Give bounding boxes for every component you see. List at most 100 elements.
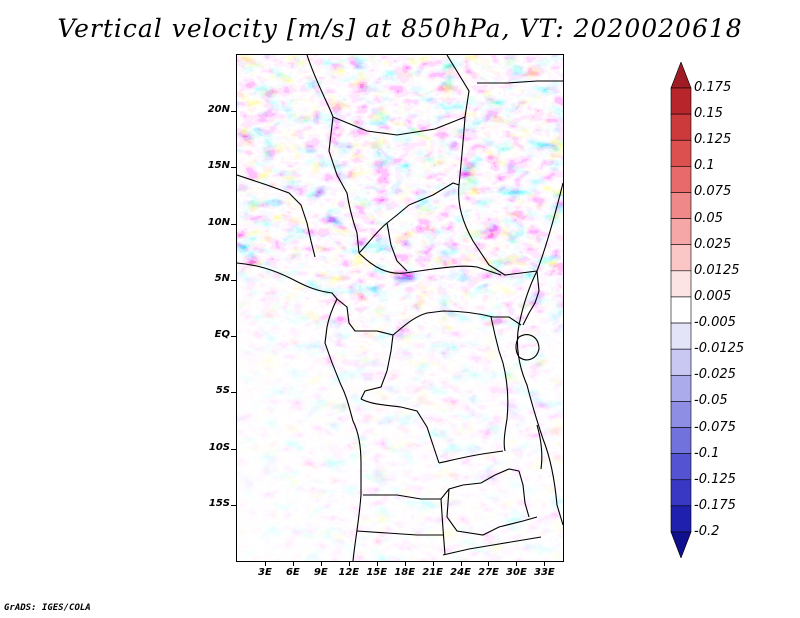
colorbar-box: [670, 479, 692, 507]
coastline-and-borders: [237, 55, 563, 561]
colorbar-label: 0.005: [694, 288, 732, 304]
colorbar-label: -0.1: [694, 445, 720, 461]
lat-tick-mark: [231, 167, 237, 169]
colorbar-box: [670, 505, 692, 533]
colorbar-label: -0.075: [694, 419, 736, 435]
colorbar-box: [670, 401, 692, 428]
colorbar-label: -0.175: [694, 497, 736, 513]
country-border: [462, 468, 520, 486]
country-border: [442, 536, 542, 556]
lat-tick-mark: [231, 279, 237, 281]
country-border: [306, 55, 470, 136]
country-border: [358, 252, 502, 276]
map-panel: [236, 54, 564, 562]
colorbar-box: [670, 348, 692, 376]
lat-tick-mark: [231, 504, 237, 506]
lon-tick-label: 12E: [338, 567, 360, 578]
lon-tick-mark: [320, 561, 322, 566]
country-border: [408, 182, 460, 206]
lat-tick-mark: [231, 392, 237, 394]
lat-tick-label: 10N: [207, 216, 230, 228]
lon-tick-label: 30E: [506, 567, 527, 578]
lon-tick-mark: [348, 561, 350, 566]
colorbar-label: 0.0125: [694, 262, 740, 278]
country-border: [440, 498, 446, 556]
map-title: Vertical velocity [m/s] at 850hPa, VT: 2…: [57, 14, 743, 43]
lon-tick-label: 21E: [422, 567, 443, 578]
country-border: [363, 484, 464, 500]
colorbar-box: [670, 296, 692, 324]
lon-tick-label: 9E: [313, 567, 328, 578]
lake-malawi: [536, 424, 543, 470]
lon-tick-label: 27E: [478, 567, 499, 578]
country-border: [446, 488, 538, 536]
colorbar: [670, 62, 692, 558]
country-border: [392, 310, 522, 336]
lon-tick-mark: [376, 561, 378, 566]
colorbar-label: 0.1: [694, 158, 715, 174]
lat-tick-label: 5S: [215, 385, 230, 397]
colorbar-label: -0.0125: [694, 341, 745, 357]
lon-tick-mark: [544, 561, 546, 566]
grads-credit: GrADS: IGES/COLA: [4, 603, 91, 613]
lat-tick-label: EQ: [214, 329, 230, 341]
lat-tick-mark: [231, 448, 237, 450]
country-border: [360, 398, 440, 464]
lon-tick-label: 3E: [258, 567, 272, 578]
colorbar-box: [670, 453, 692, 481]
colorbar-box: [670, 427, 692, 454]
lat-tick-mark: [231, 223, 237, 225]
lon-tick-mark: [488, 561, 490, 566]
colorbar-box: [670, 113, 692, 141]
vertical-velocity-field: [237, 55, 563, 561]
country-border: [336, 298, 394, 336]
country-border: [328, 116, 360, 254]
colorbar-label: 0.025: [694, 236, 732, 252]
country-border: [458, 116, 538, 276]
lat-tick-label: 20N: [207, 104, 230, 116]
colorbar-label: 0.125: [694, 132, 732, 148]
colorbar-label: 0.05: [694, 210, 723, 226]
colorbar-label: -0.025: [694, 367, 736, 383]
lake-tanganyika: [502, 362, 509, 452]
lat-tick-mark: [231, 336, 237, 338]
country-border: [360, 334, 394, 400]
country-border: [237, 174, 316, 258]
colorbar-label: -0.005: [694, 315, 736, 331]
lat-tick-label: 10S: [208, 441, 230, 453]
lon-tick-mark: [516, 561, 518, 566]
colorbar-label: -0.125: [694, 471, 736, 487]
lon-tick-label: 18E: [394, 567, 416, 578]
colorbar-box: [670, 270, 692, 298]
country-border: [356, 530, 443, 536]
colorbar-box: [670, 531, 692, 558]
lon-tick-label: 15E: [366, 567, 388, 578]
colorbar-label: -0.2: [694, 524, 720, 539]
colorbar-box: [670, 374, 692, 402]
colorbar-box: [670, 166, 692, 193]
lake-victoria: [515, 334, 540, 361]
ocean-calm-overlay: [237, 265, 563, 561]
country-border: [490, 316, 504, 364]
lat-tick-mark: [231, 111, 237, 113]
country-border: [518, 470, 530, 518]
lon-tick-mark: [292, 561, 294, 566]
colorbar-box: [670, 139, 692, 167]
colorbar-label: -0.05: [694, 393, 728, 409]
lat-tick-label: 15S: [208, 497, 230, 509]
colorbar-box: [670, 218, 692, 246]
country-border: [386, 222, 408, 272]
country-border: [438, 450, 504, 464]
lon-tick-label: 6E: [285, 567, 300, 578]
colorbar-box: [670, 322, 692, 350]
lon-tick-mark: [264, 561, 266, 566]
country-border: [522, 270, 540, 326]
lon-tick-label: 24E: [450, 567, 471, 578]
lat-tick-label: 15N: [207, 160, 230, 172]
country-border: [477, 80, 563, 84]
colorbar-label: 0.075: [694, 184, 732, 200]
colorbar-label: 0.15: [694, 106, 723, 122]
colorbar-box: [670, 62, 692, 89]
lon-tick-mark: [404, 561, 406, 566]
colorbar-box: [670, 244, 692, 272]
